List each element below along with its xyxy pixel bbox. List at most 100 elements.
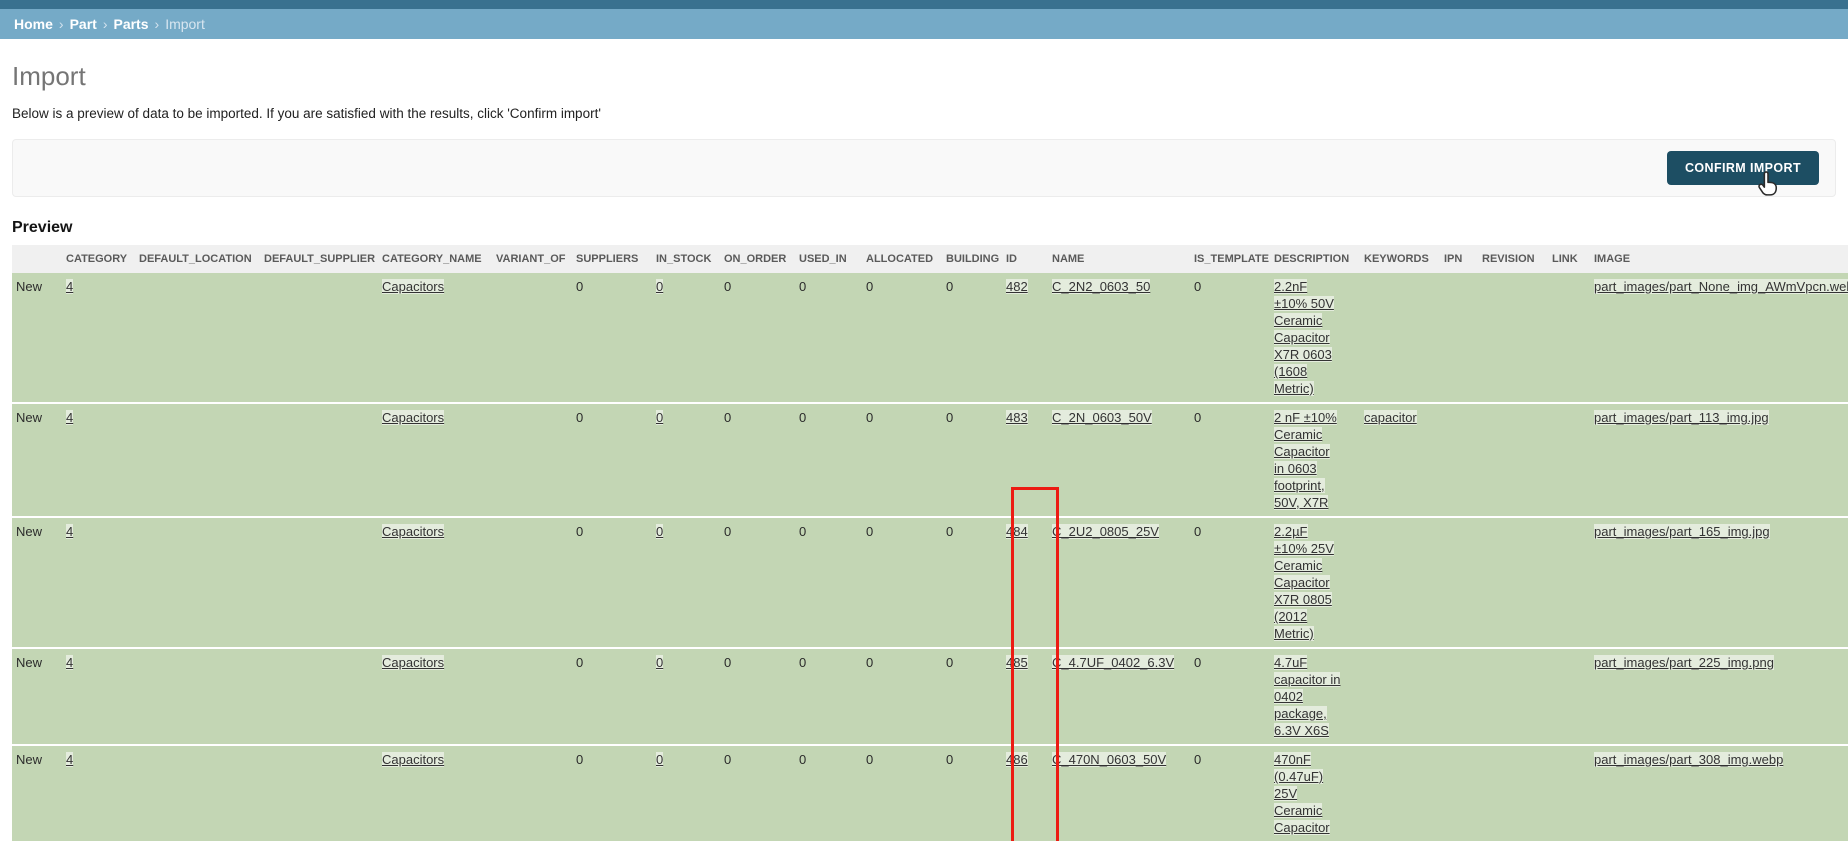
category-link[interactable]: 4 [66,410,74,425]
cell-allocated: 0 [866,524,874,539]
cell-building: 0 [946,655,954,670]
cell-category: 4 [62,745,135,841]
cell-name: C_2N2_0603_50 [1048,273,1190,403]
category-link[interactable]: 4 [66,655,74,670]
category-link[interactable]: 4 [66,752,74,767]
cell-default_supplier [260,517,378,648]
column-header-id: ID [1002,245,1048,273]
id-link[interactable]: 485 [1006,655,1028,670]
cell-ipn [1440,517,1478,648]
cell-default_supplier [260,745,378,841]
cell-ipn [1440,403,1478,517]
page-title: Import [12,61,86,91]
cell-default_location [135,403,260,517]
category_name-link[interactable]: Capacitors [382,410,445,425]
id-link[interactable]: 486 [1006,752,1028,767]
column-header-default_location: DEFAULT_LOCATION [135,245,260,273]
confirm-import-button[interactable]: CONFIRM IMPORT [1666,151,1819,185]
toolbar-panel: CONFIRM IMPORT [12,139,1836,197]
category_name-link[interactable]: Capacitors [382,524,445,539]
cell-used_in: 0 [799,524,807,539]
breadcrumb-link-part[interactable]: Part [69,16,97,32]
breadcrumb-link-parts[interactable]: Parts [113,16,149,32]
cell-link [1548,745,1590,841]
description-link[interactable]: 4.7uF capacitor in 0402 package, 6.3V X6… [1274,655,1341,738]
cell-category: 4 [62,648,135,745]
image-link[interactable]: part_images/part_308_img.webp [1594,752,1784,767]
cell-variant_of [492,517,572,648]
table-row: New 4 Capacitors 0 0 0 0 0 0 483 C_2N_0603_50V 0 2 n… [12,403,1848,517]
in_stock-link[interactable]: 0 [656,410,664,425]
in_stock-link[interactable]: 0 [656,655,664,670]
cell-suppliers: 0 [576,524,584,539]
cell-description: 2 nF ±10% Ceramic Capacitor in 0603 foot… [1270,403,1360,517]
column-header-ipn: IPN [1440,245,1478,273]
cell-name: C_2U2_0805_25V [1048,517,1190,648]
name-link[interactable]: C_4.7UF_0402_6.3V [1052,655,1175,670]
image-link[interactable]: part_images/part_None_img_AWmVpcn.webp [1594,279,1848,294]
description-link[interactable]: 2.2µF ±10% 25V Ceramic Capacitor X7R 080… [1274,524,1334,641]
column-header-is_template: IS_TEMPLATE [1190,245,1270,273]
cell-status: New [16,752,43,767]
id-link[interactable]: 483 [1006,410,1028,425]
cell-is_template: 0 [1194,524,1202,539]
keywords-link[interactable]: capacitor [1364,410,1417,425]
id-link[interactable]: 484 [1006,524,1028,539]
cell-allocated: 0 [866,279,874,294]
cell-is_template: 0 [1194,655,1202,670]
in_stock-link[interactable]: 0 [656,279,664,294]
cell-on_order: 0 [724,524,732,539]
cell-allocated: 0 [866,752,874,767]
cell-keywords: capacitor [1360,403,1440,517]
in_stock-link[interactable]: 0 [656,752,664,767]
description-link[interactable]: 2 nF ±10% Ceramic Capacitor in 0603 foot… [1274,410,1337,510]
id-link[interactable]: 482 [1006,279,1028,294]
cell-variant_of [492,648,572,745]
in_stock-link[interactable]: 0 [656,524,664,539]
category-link[interactable]: 4 [66,279,74,294]
image-link[interactable]: part_images/part_113_img.jpg [1594,410,1769,425]
name-link[interactable]: C_470N_0603_50V [1052,752,1167,767]
cell-keywords [1360,648,1440,745]
cell-building: 0 [946,410,954,425]
name-link[interactable]: C_2N2_0603_50 [1052,279,1151,294]
cell-description: 4.7uF capacitor in 0402 package, 6.3V X6… [1270,648,1360,745]
preview-table: CATEGORY DEFAULT_LOCATION DEFAULT_SUPPLIER… [12,245,1848,841]
cell-used_in: 0 [799,655,807,670]
image-link[interactable]: part_images/part_165_img.jpg [1594,524,1770,539]
table-header-row: CATEGORY DEFAULT_LOCATION DEFAULT_SUPPLIER… [12,245,1848,273]
category-link[interactable]: 4 [66,524,74,539]
column-header-category: CATEGORY [62,245,135,273]
cell-link [1548,648,1590,745]
cell-in_stock: 0 [652,745,720,841]
cell-keywords [1360,273,1440,403]
description-link[interactable]: 2.2nF ±10% 50V Ceramic Capacitor X7R 060… [1274,279,1334,396]
column-header-variant_of: VARIANT_OF [492,245,572,273]
cell-category_name: Capacitors [378,403,492,517]
cell-revision [1478,517,1548,648]
image-link[interactable]: part_images/part_225_img.png [1594,655,1774,670]
category_name-link[interactable]: Capacitors [382,655,445,670]
cell-keywords [1360,517,1440,648]
cell-image: part_images/part_308_img.webp [1590,745,1848,841]
description-link[interactable]: 470nF (0.47uF) 25V Ceramic Capacitor [1274,752,1330,835]
cell-in_stock: 0 [652,648,720,745]
cell-suppliers: 0 [576,655,584,670]
breadcrumb-link-home[interactable]: Home [14,16,53,32]
cell-image: part_images/part_225_img.png [1590,648,1848,745]
cell-description: 470nF (0.47uF) 25V Ceramic Capacitor [1270,745,1360,841]
top-accent-bar [0,0,1848,9]
cell-id: 486 [1002,745,1048,841]
cell-category: 4 [62,273,135,403]
table-body: New 4 Capacitors 0 0 0 0 0 0 482 C_2N2_0603_50 0 2.2… [12,273,1848,841]
cell-name: C_2N_0603_50V [1048,403,1190,517]
category_name-link[interactable]: Capacitors [382,752,445,767]
category_name-link[interactable]: Capacitors [382,279,445,294]
cell-default_supplier [260,273,378,403]
name-link[interactable]: C_2U2_0805_25V [1052,524,1159,539]
name-link[interactable]: C_2N_0603_50V [1052,410,1152,425]
cell-category_name: Capacitors [378,517,492,648]
cell-link [1548,403,1590,517]
cell-default_supplier [260,403,378,517]
cell-suppliers: 0 [576,279,584,294]
